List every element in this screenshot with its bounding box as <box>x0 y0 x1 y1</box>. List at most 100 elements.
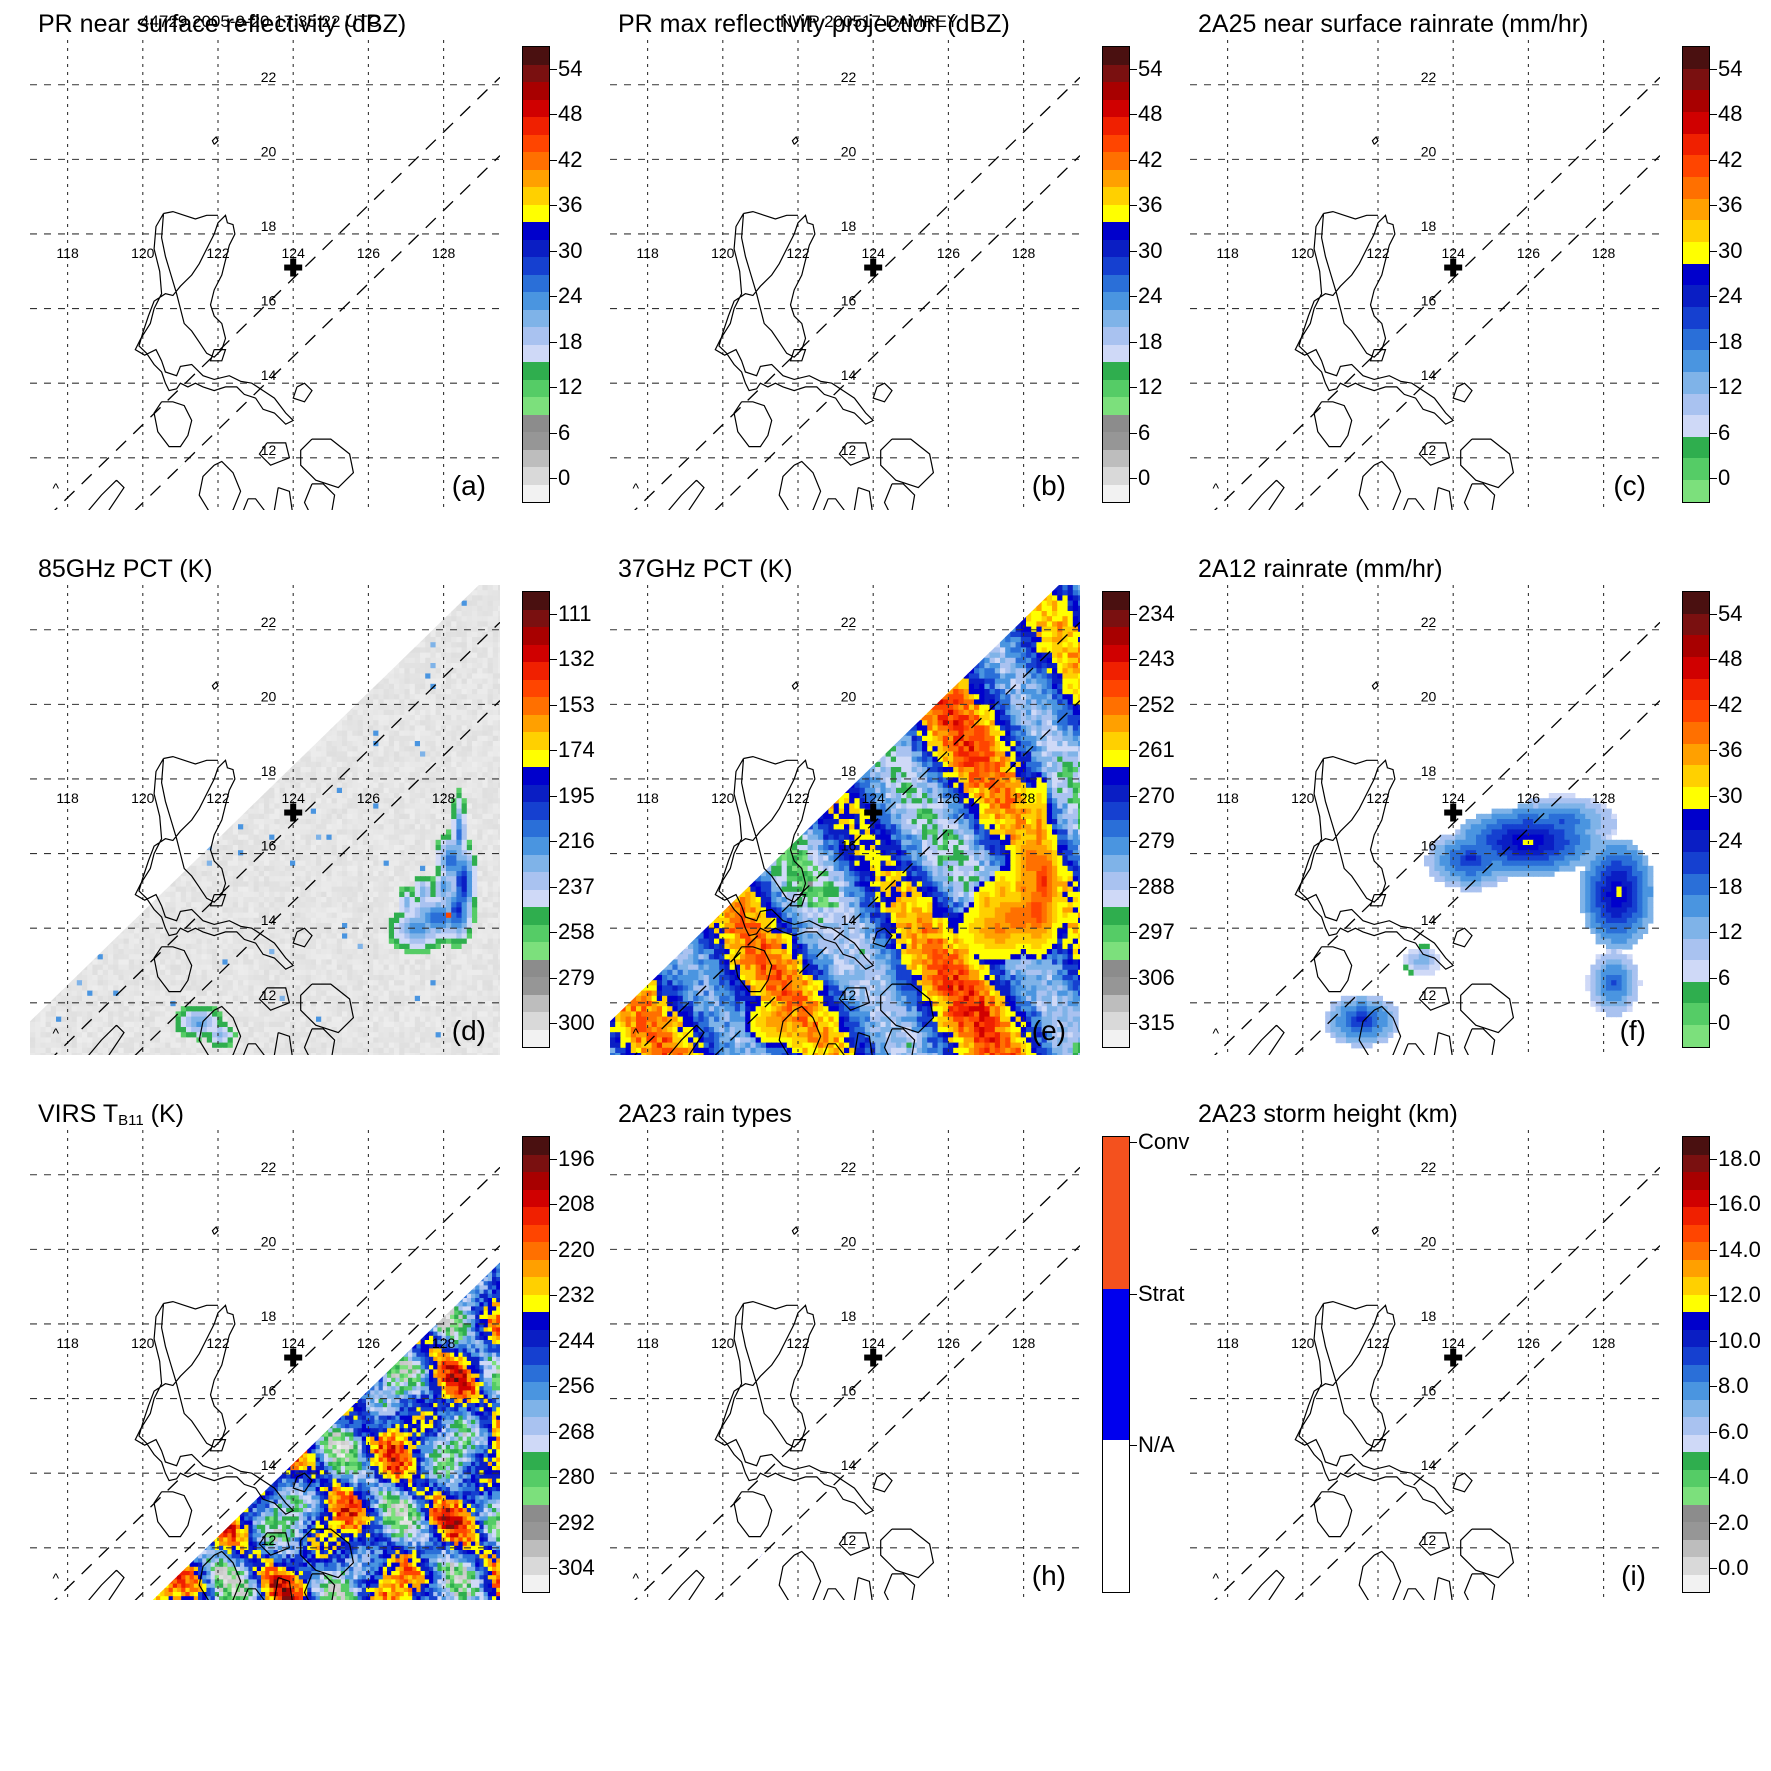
colorbar-segment <box>1103 344 1129 362</box>
map-a: 118 120 122 124 126 128 12 14 16 18 20 22 ^ <box>30 40 500 510</box>
colorbar-segment <box>1683 635 1709 657</box>
storm-center-cross-marker <box>1444 803 1463 822</box>
colorbar-segment <box>1103 327 1129 345</box>
colorbar-segment <box>523 397 549 415</box>
colorbar-segment <box>1683 415 1709 437</box>
colorbar-ticks-b: 54 48 42 36 30 24 18 12 6 0 <box>1130 46 1194 501</box>
colorbar-segment <box>1683 220 1709 242</box>
colorbar-tick-label: 18 <box>1718 329 1742 355</box>
map-f: 118 120 122 124 126 128 12 14 16 18 20 22 ^ <box>1190 585 1660 1055</box>
colorbar-tick-label: 0 <box>1718 1010 1730 1036</box>
colorbar-segment <box>523 1539 549 1557</box>
colorbar-segment <box>523 117 549 135</box>
colorbar-segment <box>523 484 549 502</box>
colorbar-segment <box>1103 697 1129 715</box>
colorbar-tick-label: 18 <box>558 329 582 355</box>
colorbar-segment <box>1683 916 1709 939</box>
colorbar-ticks-i: 18.0 16.0 14.0 12.0 10.0 8.0 6.0 4.0 2.0 0.0 <box>1710 1136 1771 1591</box>
colorbar-segment <box>1103 274 1129 292</box>
colorbar-tick-label: 36 <box>1718 737 1742 763</box>
swath-boundary <box>1214 621 1660 1055</box>
colorbar-segment <box>1683 1504 1709 1522</box>
panel-letter-d: (d) <box>452 1015 486 1047</box>
colorbar-ticks-d: 111 132 153 174 195 216 237 258 279 300 <box>550 591 614 1046</box>
colorbar-segment <box>1103 959 1129 977</box>
panel-h: 2A23 rain types 118 120 122 124 126 128 12 14 16 1… <box>610 1100 1080 1600</box>
coastline <box>88 680 355 1055</box>
colorbar-segment <box>1683 700 1709 722</box>
coastline <box>88 135 355 510</box>
colorbar-segment <box>523 1574 549 1592</box>
map-h: 118 120 122 124 126 128 12 14 16 18 20 22 ^ <box>610 1130 1080 1600</box>
colorbar-tick-label: 243 <box>1138 646 1175 672</box>
colorbar-tick-label: 30 <box>1718 783 1742 809</box>
colorbar-segment <box>523 592 549 610</box>
storm-center-cross-marker <box>864 1348 883 1367</box>
colorbar-segment <box>1103 484 1129 502</box>
colorbar-segment <box>1103 362 1129 380</box>
colorbar-segment <box>1683 436 1709 459</box>
colorbar-segment <box>1683 1347 1709 1365</box>
colorbar-segment <box>1103 432 1129 450</box>
colorbar-segment <box>523 767 549 785</box>
map-gridlines <box>610 40 1080 510</box>
colorbar-i <box>1682 1136 1710 1593</box>
panel-letter-h: (h) <box>1032 1560 1066 1592</box>
colorbar-segment <box>1683 1487 1709 1505</box>
colorbar-segment <box>523 204 549 222</box>
colorbar-segment <box>523 379 549 397</box>
colorbar-segment <box>523 1224 549 1242</box>
colorbar-segment <box>523 1522 549 1540</box>
map-d: 118 120 122 124 126 128 12 14 16 18 20 22 ^ <box>30 585 500 1055</box>
colorbar-segment <box>1683 458 1709 481</box>
colorbar-segment <box>1103 204 1129 222</box>
colorbar-a <box>522 46 550 503</box>
colorbar-tick-label: 0.0 <box>1718 1555 1749 1581</box>
colorbar-segment <box>1683 613 1709 636</box>
colorbar-segment <box>1683 133 1709 156</box>
colorbar-segment <box>523 1312 549 1330</box>
colorbar-tick-label: 6 <box>1138 420 1150 446</box>
colorbar-b <box>1102 46 1130 503</box>
colorbar-segment <box>523 889 549 907</box>
swath-boundary <box>634 76 1080 510</box>
panel-title-b: PR max reflectivity projection (dBZ) <box>618 10 1010 39</box>
colorbar-segment <box>523 1012 549 1030</box>
colorbar-segment <box>1683 393 1709 416</box>
colorbar-segment <box>523 1469 549 1487</box>
colorbar-tick-label: 4.0 <box>1718 1464 1749 1490</box>
colorbar-segment <box>523 1189 549 1207</box>
map-gridlines <box>1190 40 1660 510</box>
panel-b: PR max reflectivity projection (dBZ) 118 1… <box>610 10 1080 510</box>
colorbar-tick-label: 279 <box>558 965 595 991</box>
colorbar-tick-label: 12 <box>1138 374 1162 400</box>
colorbar-segment <box>1103 467 1129 485</box>
colorbar-segment <box>1683 656 1709 679</box>
colorbar-tick-label: 300 <box>558 1010 595 1036</box>
colorbar-segment <box>523 1207 549 1225</box>
colorbar-tick-label: 30 <box>558 238 582 264</box>
colorbar-segment <box>1103 784 1129 802</box>
colorbar-tick-label: 54 <box>1138 56 1162 82</box>
colorbar-tick-label: 315 <box>1138 1010 1175 1036</box>
colorbar-segment <box>1683 592 1709 614</box>
colorbar-segment <box>1683 895 1709 917</box>
colorbar-segment <box>523 907 549 925</box>
colorbar-segment <box>523 257 549 275</box>
colorbar-tick-label: 232 <box>558 1282 595 1308</box>
data-field-85ghz-pct <box>30 585 500 1055</box>
colorbar-segment <box>1683 1382 1709 1400</box>
colorbar-category-label-n-a: N/A <box>1138 1432 1175 1458</box>
panel-letter-a: (a) <box>452 470 486 502</box>
colorbar-tick-label: 30 <box>1718 238 1742 264</box>
colorbar-segment <box>1103 64 1129 82</box>
colorbar-segment <box>1683 371 1709 394</box>
colorbar-segment <box>523 362 549 380</box>
colorbar-segment <box>1683 830 1709 852</box>
colorbar-segment <box>523 467 549 485</box>
